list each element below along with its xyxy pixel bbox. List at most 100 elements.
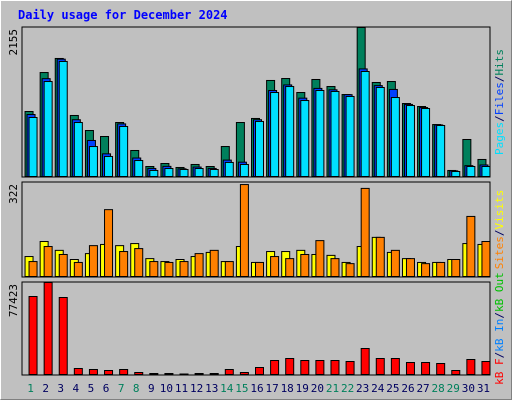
bar xyxy=(134,371,144,376)
bar xyxy=(179,373,189,375)
bar xyxy=(390,97,400,177)
bar xyxy=(330,258,340,277)
bar xyxy=(451,171,461,177)
bar xyxy=(451,259,461,278)
bar xyxy=(164,168,174,177)
x-tick-label: 23 xyxy=(356,382,369,395)
legend-separator: / xyxy=(493,76,506,83)
bar xyxy=(194,373,204,375)
chart-title: Daily usage for December 2024 xyxy=(18,8,228,22)
bar xyxy=(73,122,83,178)
bar xyxy=(28,261,38,278)
bar xyxy=(330,359,340,375)
x-tick-label: 15 xyxy=(235,382,248,395)
bar xyxy=(224,369,234,375)
bar xyxy=(300,100,310,177)
bar xyxy=(345,263,355,278)
x-tick-label: 30 xyxy=(462,382,475,395)
bar xyxy=(134,248,144,278)
legend: kB F/kB In/kB Out xyxy=(493,272,506,385)
bar xyxy=(179,168,189,178)
x-tick-label: 16 xyxy=(250,382,263,395)
bar xyxy=(28,296,38,375)
bar xyxy=(224,161,234,177)
x-tick-label: 18 xyxy=(281,382,294,395)
bar xyxy=(315,89,325,177)
x-tick-label: 28 xyxy=(432,382,445,395)
bar xyxy=(58,60,68,178)
bar xyxy=(405,258,415,277)
legend-entry: Visits xyxy=(493,190,506,230)
bar xyxy=(28,117,38,177)
bar xyxy=(466,215,476,278)
bar xyxy=(481,361,491,376)
bar xyxy=(466,166,476,177)
bar xyxy=(149,169,159,177)
bar xyxy=(88,146,98,178)
legend-separator: / xyxy=(493,352,506,359)
bar xyxy=(149,261,159,278)
bar xyxy=(451,370,461,376)
bar xyxy=(375,87,385,177)
legend-entry: Files xyxy=(493,82,506,115)
bar xyxy=(73,367,83,376)
bar xyxy=(209,168,219,178)
bar xyxy=(345,361,355,376)
bar xyxy=(436,363,446,376)
bar xyxy=(466,359,476,375)
x-tick-label: 9 xyxy=(148,382,155,395)
bar xyxy=(285,358,295,375)
bar xyxy=(73,261,83,278)
x-tick-label: 29 xyxy=(447,382,460,395)
bar xyxy=(179,261,189,278)
x-tick-label: 3 xyxy=(57,382,64,395)
bar xyxy=(119,369,129,375)
bar xyxy=(300,253,310,278)
bar xyxy=(436,261,446,278)
plot-area xyxy=(21,281,491,376)
x-tick-label: 31 xyxy=(477,382,490,395)
legend-separator: / xyxy=(493,230,506,237)
x-tick-label: 27 xyxy=(416,382,429,395)
bar xyxy=(270,92,280,177)
legend-entry: Sites xyxy=(493,236,506,269)
bar xyxy=(315,359,325,375)
bar xyxy=(481,166,491,177)
bar xyxy=(104,155,114,177)
x-tick-label: 5 xyxy=(88,382,95,395)
bar xyxy=(194,168,204,177)
x-tick-label: 21 xyxy=(326,382,339,395)
x-tick-label: 12 xyxy=(190,382,203,395)
bar xyxy=(194,253,204,277)
bar xyxy=(239,184,249,277)
x-tick-label: 6 xyxy=(103,382,110,395)
bar xyxy=(58,297,68,376)
x-tick-label: 19 xyxy=(296,382,309,395)
x-tick-label: 20 xyxy=(311,382,324,395)
bar xyxy=(43,282,53,375)
bar xyxy=(436,125,446,177)
x-tick-label: 8 xyxy=(133,382,140,395)
y-tick-label: 77423 xyxy=(7,284,20,317)
bar xyxy=(390,358,400,375)
x-tick-label: 10 xyxy=(160,382,173,395)
bar xyxy=(255,261,264,278)
legend-entry: kB Out xyxy=(493,272,506,312)
legend-entry: Hits xyxy=(493,49,506,76)
legend-separator: / xyxy=(493,312,506,319)
bar xyxy=(239,371,249,376)
bar xyxy=(360,187,370,277)
legend: Pages/Files/Hits xyxy=(493,49,506,155)
bar xyxy=(360,347,370,375)
x-tick-label: 11 xyxy=(175,382,188,395)
legend-separator: / xyxy=(493,115,506,122)
bar xyxy=(481,241,491,277)
bar xyxy=(345,95,355,177)
bar xyxy=(270,359,280,375)
x-tick-label: 22 xyxy=(341,382,354,395)
bar xyxy=(43,81,53,177)
bar xyxy=(285,258,295,277)
bar xyxy=(119,125,129,177)
